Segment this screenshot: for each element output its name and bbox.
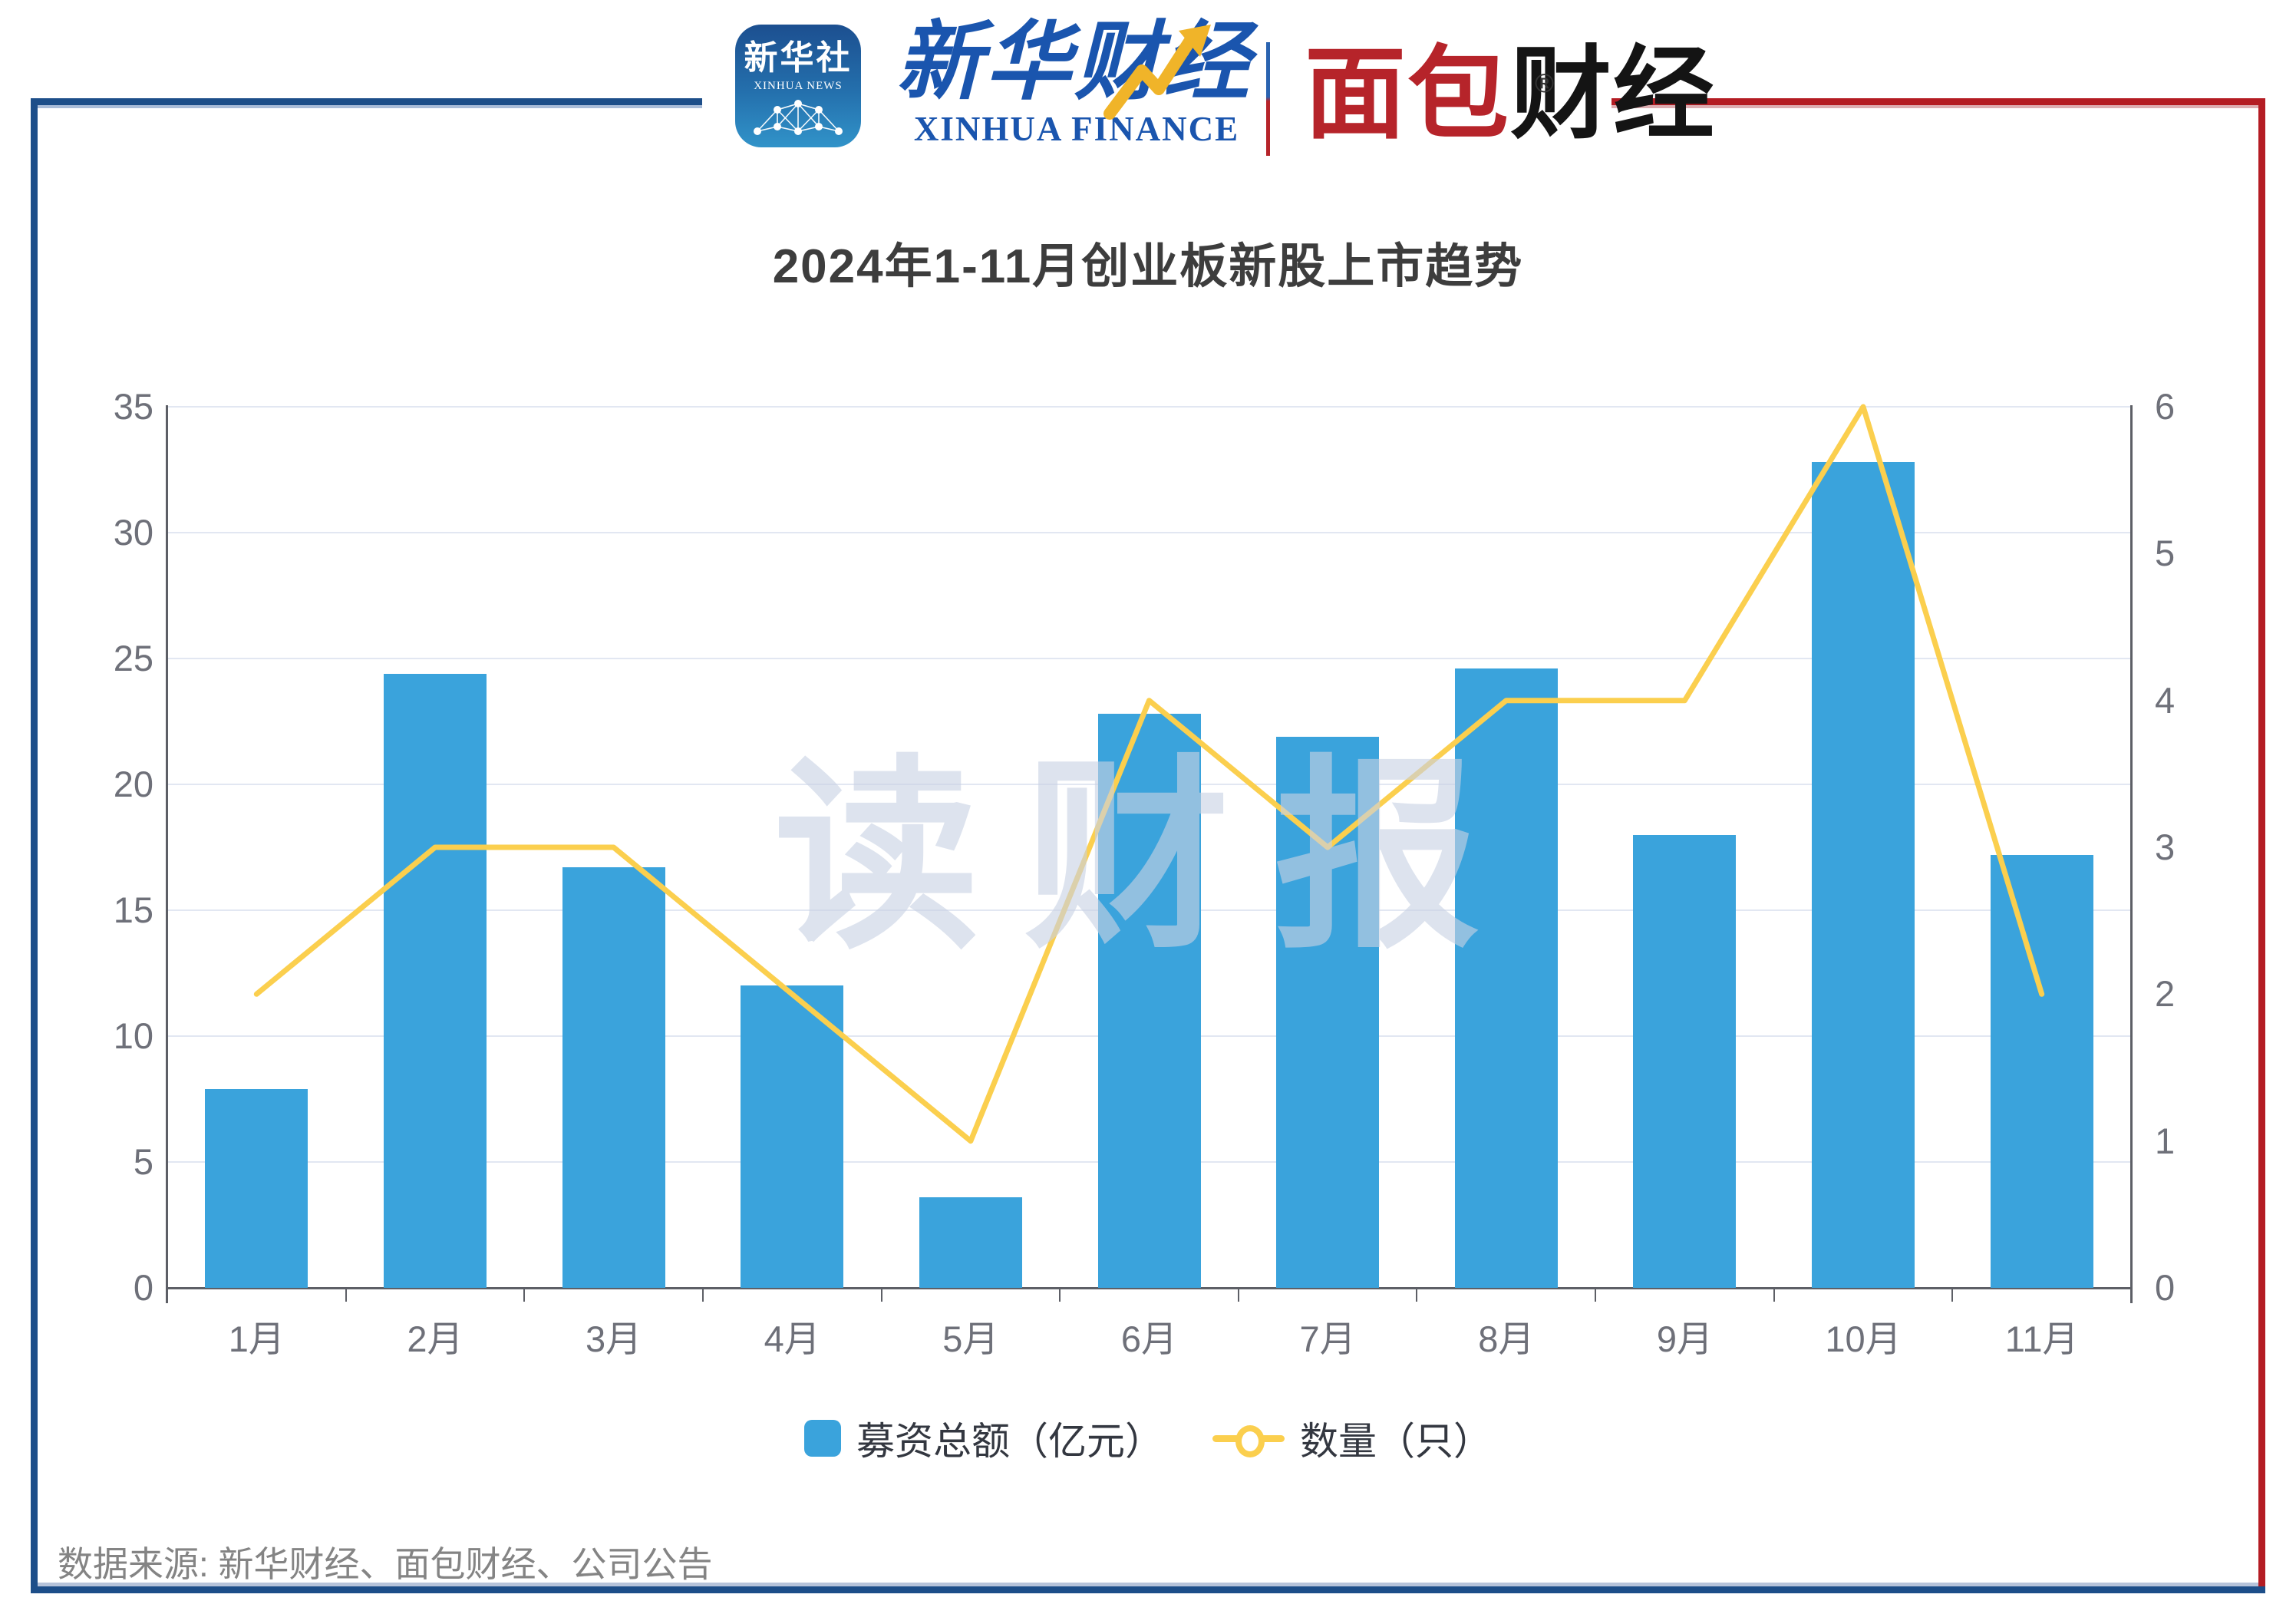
x-axis-tick-6 <box>1237 1288 1239 1302</box>
y-axis-right-label-1: 1 <box>2155 1120 2176 1161</box>
bar-5月 <box>919 1197 1022 1288</box>
bar-3月 <box>562 867 665 1288</box>
frame-left-border <box>31 98 38 1593</box>
y-axis-left-label-30: 30 <box>113 512 153 553</box>
xinhua-news-icon-cn: 新华社 <box>744 39 853 77</box>
xinhua-finance-logo: 新华财经 XINHUA FINANCE <box>896 17 1257 163</box>
line-series-label: 数量（只） <box>1300 1420 1492 1463</box>
bar-7月 <box>1276 736 1380 1288</box>
frame-right-border <box>2258 98 2265 1593</box>
x-axis-tick-5 <box>1059 1288 1061 1302</box>
bar-4月 <box>741 985 844 1288</box>
x-axis-tick-11 <box>2130 1288 2132 1302</box>
frame-top-blue-segment <box>31 98 702 105</box>
data-source-note: 数据来源: 新华财经、面包财经、公司公告 <box>58 1544 713 1584</box>
bar-8月 <box>1454 668 1558 1288</box>
page-title: 2024年1-11月创业板新股上市趋势 <box>772 240 1524 293</box>
frame-bottom-highlight <box>38 1583 2258 1586</box>
x-axis-tick-7 <box>1416 1288 1418 1302</box>
bar-1月 <box>205 1088 308 1288</box>
frame-top-red-segment <box>1611 98 2265 105</box>
y-axis-left-label-20: 20 <box>113 764 153 804</box>
gridline-35 <box>167 406 2131 408</box>
legend-item-bar-series[interactable]: 募资总额（亿元） <box>804 1411 1163 1466</box>
y-axis-left-line <box>166 405 168 1303</box>
x-axis-label-2月: 2月 <box>407 1319 463 1359</box>
bar-9月 <box>1633 834 1737 1288</box>
bar-10月 <box>1812 462 1915 1288</box>
frame-top-blue-highlight <box>38 105 702 108</box>
y-axis-left-label-10: 10 <box>113 1015 153 1056</box>
bar-series-label: 募资总额（亿元） <box>856 1420 1163 1463</box>
x-axis-label-9月: 9月 <box>1656 1319 1713 1359</box>
network-graphic-icon <box>754 100 843 135</box>
y-axis-left-label-0: 0 <box>133 1267 153 1308</box>
mianbao-finance-red: 面包 <box>1305 38 1510 150</box>
frame-bottom-border <box>31 1586 2265 1593</box>
registered-trademark-icon: ® <box>1535 69 1555 98</box>
x-axis-label-4月: 4月 <box>764 1319 820 1359</box>
gridline-25 <box>167 658 2131 659</box>
header-divider <box>1266 42 1270 156</box>
y-axis-right-label-5: 5 <box>2155 533 2176 574</box>
x-axis-tick-0 <box>167 1288 168 1302</box>
bar-2月 <box>383 673 487 1288</box>
x-axis-tick-4 <box>880 1288 882 1302</box>
y-axis-right-label-0: 0 <box>2155 1267 2176 1308</box>
x-axis-tick-8 <box>1595 1288 1597 1302</box>
xinhua-news-app-icon: 新华社 XINHUA NEWS <box>735 25 861 147</box>
bar-series-swatch <box>804 1420 841 1457</box>
x-axis-label-10月: 10月 <box>1825 1319 1902 1359</box>
y-axis-right-line <box>2130 405 2133 1303</box>
y-axis-right-label-2: 2 <box>2155 973 2176 1015</box>
y-axis-left-label-5: 5 <box>133 1141 153 1182</box>
y-axis-right-label-3: 3 <box>2155 827 2176 867</box>
frame-top-red-highlight <box>1611 105 2258 108</box>
x-axis-label-3月: 3月 <box>586 1319 642 1359</box>
x-axis-tick-10 <box>1951 1288 1954 1302</box>
x-axis-label-5月: 5月 <box>942 1319 999 1359</box>
x-axis-label-11月: 11月 <box>2004 1319 2079 1359</box>
x-axis-label-1月: 1月 <box>228 1319 285 1359</box>
x-axis-line <box>166 1287 2133 1289</box>
finance-arrow-icon <box>1103 25 1211 120</box>
xinhua-finance-en: XINHUA FINANCE <box>913 110 1240 148</box>
y-axis-right-label-6: 6 <box>2155 386 2176 427</box>
line-series-marker-icon <box>1212 1420 1285 1457</box>
gridline-30 <box>167 532 2131 533</box>
x-axis-label-8月: 8月 <box>1478 1319 1535 1359</box>
legend: 募资总额（亿元） 数量（只） <box>0 1411 2296 1466</box>
mianbao-finance-logo: 面包财经 ® <box>1305 37 1716 160</box>
y-axis-left-label-25: 25 <box>113 638 153 678</box>
y-axis-left-label-35: 35 <box>113 386 153 427</box>
y-axis-left-label-15: 15 <box>113 890 153 930</box>
mianbao-finance-black: 财经 <box>1510 38 1716 150</box>
count-line-series <box>253 404 2045 1144</box>
x-axis-tick-1 <box>345 1288 347 1302</box>
x-axis-tick-3 <box>701 1288 704 1302</box>
x-axis-label-6月: 6月 <box>1120 1319 1178 1359</box>
x-axis-tick-9 <box>1773 1288 1775 1302</box>
bar-11月 <box>1990 854 2093 1288</box>
legend-item-line-series[interactable]: 数量（只） <box>1212 1411 1492 1466</box>
plot-area: 读财报 35 30 25 20 15 10 5 0 6 5 4 3 2 1 0 1月 2月 3月 4月 5月 6月 7月 8… <box>114 386 2175 1359</box>
x-axis-tick-2 <box>523 1288 526 1302</box>
y-axis-right-label-4: 4 <box>2155 679 2176 721</box>
x-axis-label-7月: 7月 <box>1299 1319 1356 1359</box>
bar-6月 <box>1097 714 1201 1288</box>
xinhua-news-icon-en: XINHUA NEWS <box>754 80 843 92</box>
